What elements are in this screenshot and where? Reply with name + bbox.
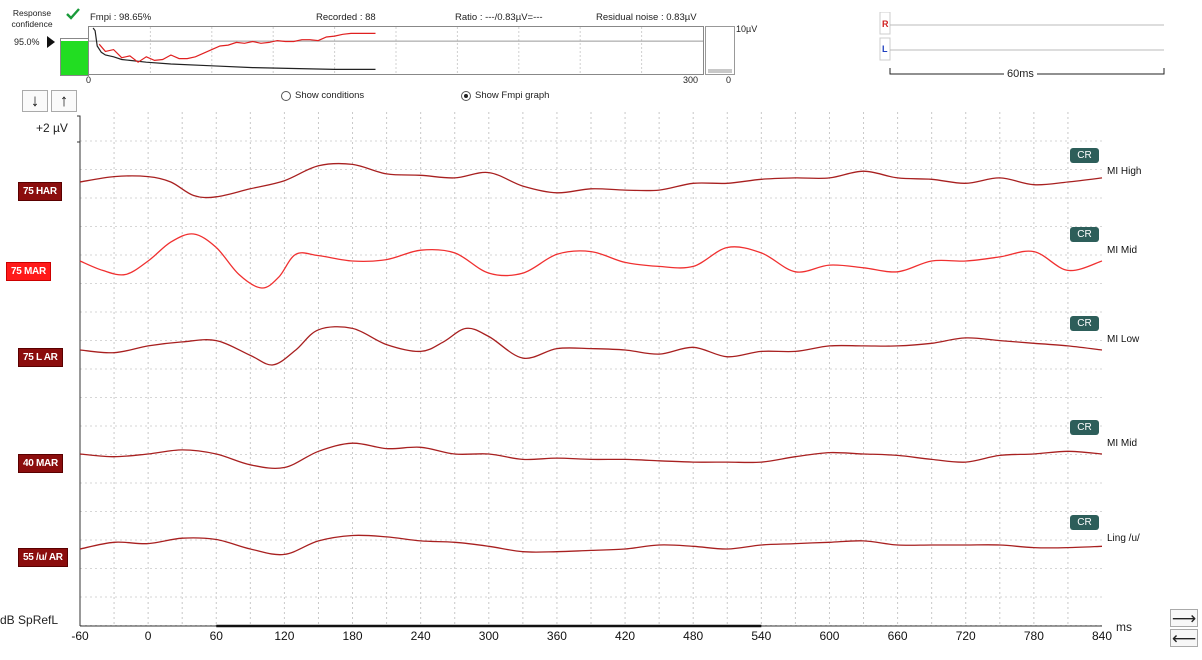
x-tick-label: 720 xyxy=(955,629,976,643)
waveform-line xyxy=(79,534,1103,556)
check-icon xyxy=(66,8,80,20)
stimulus-label: MI Low xyxy=(1107,334,1140,345)
show-fmpi-radio[interactable]: Show Fmpi graph xyxy=(461,90,549,101)
x-tick-label: 0 xyxy=(144,629,152,643)
x-tick-label: 780 xyxy=(1023,629,1044,643)
previous-page-button[interactable]: ⟵ xyxy=(1170,629,1198,647)
recorded-count: Recorded : 88 xyxy=(316,12,376,23)
cr-badge[interactable]: CR xyxy=(1070,227,1099,242)
arrow-down-icon: ↓ xyxy=(30,91,40,110)
waveform-label-tag[interactable]: 55 /u/ AR xyxy=(18,548,68,567)
waveform-label-tag[interactable]: 75 MAR xyxy=(6,262,51,281)
radio-off-icon xyxy=(281,90,291,101)
confidence-percent: 95.0% xyxy=(14,37,40,47)
residual-noise-fill xyxy=(708,69,732,73)
waveform-line xyxy=(79,162,1103,199)
fmpi-value-line xyxy=(98,32,376,63)
x-tick-label: -60 xyxy=(71,629,89,643)
show-fmpi-label: Show Fmpi graph xyxy=(475,90,550,101)
amplitude-scale-bar xyxy=(77,115,81,143)
stimulus-label: MI Mid xyxy=(1107,438,1137,449)
radio-on-icon xyxy=(461,90,471,101)
waveform-line xyxy=(79,442,1103,470)
x-tick-label: 540 xyxy=(751,629,772,643)
x-tick-label: 240 xyxy=(410,629,431,643)
fmpi-graph xyxy=(88,26,704,75)
cr-badge[interactable]: CR xyxy=(1070,420,1099,435)
stimulus-label: MI Mid xyxy=(1107,245,1137,256)
x-tick-label: 300 xyxy=(478,629,499,643)
cr-badge[interactable]: CR xyxy=(1070,148,1099,163)
confidence-bar-fill xyxy=(61,40,88,75)
y-axis-label: dB SpRefL xyxy=(0,613,59,627)
waveform-label-tag[interactable]: 40 MAR xyxy=(18,454,63,473)
show-conditions-label: Show conditions xyxy=(295,90,365,101)
x-tick-label: 840 xyxy=(1091,629,1113,643)
arrow-right-icon: ⟶ xyxy=(1171,608,1197,628)
x-tick-label: 180 xyxy=(342,629,363,643)
x-tick-label: 660 xyxy=(887,629,908,643)
amplitude-scale-label: +2 µV xyxy=(36,121,68,135)
cr-badge[interactable]: CR xyxy=(1070,515,1099,530)
next-page-button[interactable]: ⟶ xyxy=(1170,609,1198,627)
noise-meter-min: 0 xyxy=(726,75,732,85)
fmpi-graph-canvas xyxy=(89,27,703,74)
move-down-button[interactable]: ↓ xyxy=(22,90,48,112)
x-tick-label: 360 xyxy=(546,629,567,643)
show-conditions-radio[interactable]: Show conditions xyxy=(281,90,364,101)
x-tick-label: 120 xyxy=(274,629,295,643)
stimulus-label: Ling /u/ xyxy=(1107,533,1140,544)
x-tick-label: 600 xyxy=(819,629,840,643)
x-axis-unit-label: ms xyxy=(1116,620,1132,634)
ratio-value: Ratio : ---/0.83µV=--- xyxy=(455,12,543,23)
x-tick-label: 480 xyxy=(683,629,704,643)
residual-noise-meter xyxy=(705,26,735,75)
move-up-button[interactable]: ↑ xyxy=(51,90,77,112)
waveform-label-tag[interactable]: 75 L AR xyxy=(18,348,63,367)
confidence-bar xyxy=(60,38,89,76)
waveform-line xyxy=(79,233,1103,289)
arrow-up-icon: ↑ xyxy=(59,91,69,110)
noise-meter-max: 10µV xyxy=(736,24,758,34)
ear-panel-scale: 60ms xyxy=(1004,68,1037,80)
fmpi-axis-end: 300 xyxy=(683,75,699,85)
x-tick-label: 60 xyxy=(209,629,223,643)
arrow-left-icon: ⟵ xyxy=(1171,628,1197,648)
waveform-label-tag[interactable]: 75 HAR xyxy=(18,182,62,201)
x-tick-label: 420 xyxy=(615,629,636,643)
confidence-marker-icon xyxy=(47,36,55,48)
response-confidence-label: Response confidence xyxy=(11,8,53,29)
right-ear-label: R xyxy=(882,19,889,29)
stimulus-label: MI High xyxy=(1107,166,1142,177)
waveform-line xyxy=(79,326,1103,366)
left-ear-label: L xyxy=(882,44,888,54)
cr-badge[interactable]: CR xyxy=(1070,316,1099,331)
fmpi-value: Fmpi : 98.65% xyxy=(90,12,152,23)
residual-noise-value: Residual noise : 0.83µV xyxy=(596,12,697,23)
fmpi-noise-line xyxy=(92,27,376,71)
fmpi-axis-start: 0 xyxy=(86,75,92,85)
